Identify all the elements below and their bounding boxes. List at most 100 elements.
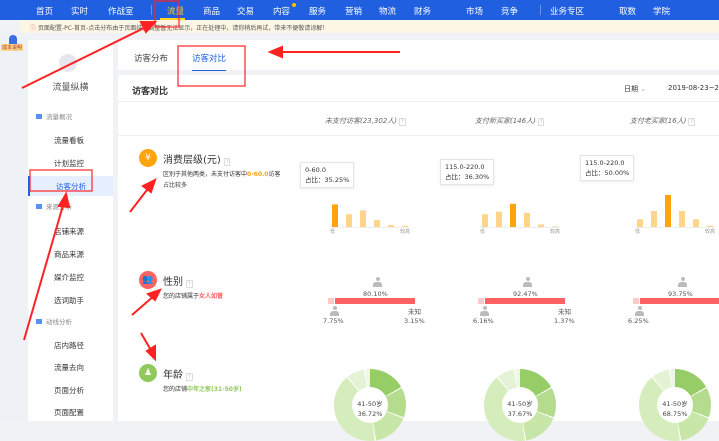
bar[interactable]	[693, 219, 699, 227]
axis-end-label: 较高	[550, 229, 561, 235]
bar[interactable]	[651, 211, 657, 227]
nav-item[interactable]: 学院	[653, 7, 671, 17]
chart-tooltip: 0-60.0 占比：35.25%	[300, 162, 355, 188]
male-icon	[480, 306, 489, 316]
nav-item[interactable]: 商品	[203, 7, 221, 17]
nav-item[interactable]: 财务	[414, 7, 432, 17]
age-label: 41-50岁	[662, 400, 688, 408]
axis-end-label: 较高	[705, 229, 716, 235]
age-label: 41-50岁	[357, 400, 383, 408]
group-label: 来源分析	[46, 203, 72, 211]
male-pct: 6.16%	[473, 317, 494, 325]
sidebar-item[interactable]: 店内路径	[54, 341, 84, 350]
consumption-icon: ¥	[139, 149, 157, 167]
nav-item[interactable]: 首页	[36, 7, 54, 17]
male-icon	[330, 306, 339, 316]
help-icon[interactable]: ?	[398, 118, 406, 126]
tab-visitor-distribution[interactable]: 访客分布	[134, 54, 169, 64]
female-icon	[523, 277, 532, 287]
sidebar-item[interactable]: 媒介监控	[54, 273, 84, 282]
nav-item[interactable]: 流量	[167, 7, 185, 17]
nav-item[interactable]: 业务专区	[550, 7, 585, 17]
donut-hole	[352, 387, 388, 423]
bar[interactable]	[482, 214, 488, 227]
help-icon[interactable]: ?	[186, 373, 193, 381]
nav-item[interactable]: 交易	[237, 7, 255, 17]
bar[interactable]	[360, 210, 366, 227]
unknown-label: 未知	[408, 308, 421, 316]
age-icon: ♟	[139, 364, 157, 382]
nav-item[interactable]: 物流	[379, 7, 397, 17]
help-icon[interactable]: ?	[688, 118, 696, 126]
nav-item[interactable]: 市场	[466, 7, 484, 17]
nav-item[interactable]: 服务	[309, 7, 327, 17]
bar[interactable]	[388, 225, 394, 227]
bar[interactable]	[707, 225, 713, 227]
tooltip-share: 占比：36.30%	[445, 173, 490, 181]
section-description: 您的店铺属于女人如管	[163, 291, 283, 302]
sidebar-title: 流量纵横	[52, 83, 89, 93]
sidebar-item[interactable]: 流量去向	[54, 363, 84, 372]
sidebar-item[interactable]: 选词助手	[54, 296, 84, 305]
bar[interactable]	[665, 195, 671, 227]
age-label: 41-50岁	[507, 400, 533, 408]
desc-highlight: 女人如管	[199, 293, 224, 300]
bar[interactable]	[510, 203, 516, 227]
title-text: 年龄	[163, 370, 183, 381]
bar-chart	[330, 204, 410, 228]
bar[interactable]	[552, 226, 558, 227]
folder-icon	[36, 319, 42, 324]
sidebar-item[interactable]: 流量看板	[54, 136, 84, 145]
date-dropdown[interactable]: 日期 ⌄	[624, 84, 646, 94]
sidebar-item[interactable]: 商品来源	[54, 250, 84, 259]
help-icon[interactable]: ?	[186, 280, 193, 288]
nav-item[interactable]: 实时	[71, 7, 89, 17]
help-icon[interactable]: ?	[223, 158, 231, 166]
tooltip-range: 115.0-220.0	[445, 163, 485, 171]
bar[interactable]	[538, 224, 544, 227]
male-icon	[635, 306, 644, 316]
title-text: 性别	[163, 277, 183, 288]
bar[interactable]	[524, 212, 530, 227]
nav-item[interactable]: 营销	[345, 7, 363, 17]
sidebar-item[interactable]: 页面配置	[54, 408, 84, 417]
bar[interactable]	[496, 211, 502, 227]
female-pct: 92.47%	[513, 290, 538, 298]
rocket-icon[interactable]	[9, 35, 17, 45]
bar[interactable]	[332, 204, 338, 227]
donut-hole	[502, 387, 538, 423]
date-label: 日期	[624, 85, 638, 93]
rail-badge[interactable]: 成本说明	[1, 44, 24, 51]
bar[interactable]	[637, 219, 643, 227]
date-range[interactable]: 2019-08-23~20	[668, 84, 719, 92]
divider	[118, 135, 719, 136]
axis-start-label: 低	[635, 229, 641, 235]
tooltip-share: 占比：50.00%	[585, 169, 630, 177]
desc-highlight: 0-60.0	[247, 171, 269, 178]
notice-bar: ⓘ 页面配置-PC-首页-点击分布由于页面结构调整暂无法显示，正在处理中，请你稍…	[20, 20, 719, 33]
bar[interactable]	[402, 225, 408, 227]
group-label: 动线分析	[46, 318, 72, 326]
nav-item[interactable]: 取数	[619, 7, 637, 17]
top-nav: 首页 实时 作战室 流量 商品 交易 内容 服务 营销 物流 财务 市场 竞争 业务专区 取数 学院	[0, 0, 719, 20]
sidebar-item[interactable]: 计划监控	[54, 159, 84, 168]
notification-dot	[292, 3, 296, 7]
chart-tooltip: 115.0-220.0 占比：36.30%	[440, 159, 495, 185]
help-icon[interactable]: ?	[537, 118, 545, 126]
column-header: 未支付访客(23,302人)?	[325, 116, 406, 126]
nav-divider	[540, 5, 541, 15]
nav-item[interactable]: 内容	[273, 7, 291, 17]
sidebar-group-header: 流量概况	[36, 111, 72, 121]
sidebar-item[interactable]: 店铺来源	[54, 227, 84, 236]
nav-item[interactable]: 作战室	[108, 7, 134, 17]
bar[interactable]	[374, 219, 380, 227]
bar[interactable]	[346, 214, 352, 227]
unknown-label: 未知	[558, 308, 571, 316]
column-header: 支付老买家(16人)?	[630, 116, 696, 126]
nav-item[interactable]: 竞争	[501, 7, 519, 17]
axis-end-label: 较高	[400, 229, 411, 235]
sidebar-item[interactable]: 页面分析	[54, 386, 84, 395]
tab-visitor-compare[interactable]: 访客对比	[192, 52, 227, 71]
sidebar-item[interactable]: 访客分析	[28, 176, 113, 196]
bar[interactable]	[679, 211, 685, 227]
